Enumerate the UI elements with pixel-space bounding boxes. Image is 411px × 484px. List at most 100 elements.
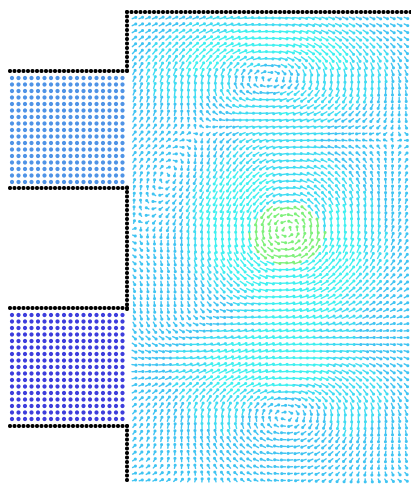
inlet-node <box>101 313 105 317</box>
inlet-node <box>16 147 20 151</box>
vector-head <box>147 62 150 65</box>
inlet-node <box>68 95 72 99</box>
vector-head <box>193 96 196 99</box>
vector-head <box>233 140 236 143</box>
vector-head <box>287 86 290 89</box>
vector-head <box>231 49 234 52</box>
vector-head <box>377 87 380 90</box>
vector-head <box>173 236 176 239</box>
vector-head <box>217 16 220 19</box>
vector-head <box>147 331 150 334</box>
vector-head <box>161 55 164 58</box>
vector-head <box>346 301 349 304</box>
vector-head <box>399 24 402 27</box>
inlet-node <box>94 82 98 86</box>
vector-head <box>243 257 246 260</box>
vector-head <box>351 245 354 248</box>
vector-head <box>366 294 369 297</box>
vector-head <box>246 154 249 157</box>
vector-head <box>391 198 394 201</box>
inlet-node <box>75 332 79 336</box>
inlet-node <box>55 95 59 99</box>
inlet-node <box>114 160 118 164</box>
inlet-node <box>16 404 20 408</box>
vector-head <box>371 218 374 221</box>
inlet-node <box>49 154 53 158</box>
vector-head <box>284 65 287 68</box>
vector-head <box>342 184 345 187</box>
vector-head <box>253 91 256 94</box>
boundary-node <box>89 69 93 73</box>
vector-head <box>158 208 161 211</box>
vector-head <box>406 322 409 325</box>
inlet-node <box>42 82 46 86</box>
vector-head <box>206 118 209 121</box>
vector-head <box>186 223 189 226</box>
vector-head <box>272 112 275 115</box>
vector-head <box>319 301 322 304</box>
vector-head <box>260 216 263 219</box>
boundary-node <box>8 306 12 310</box>
vector-head <box>393 343 396 346</box>
vector-head <box>359 315 362 318</box>
boundary-node <box>35 306 39 310</box>
vector-head <box>155 42 158 45</box>
vector-head <box>188 61 191 64</box>
vector-head <box>213 210 216 213</box>
boundary-node <box>274 10 278 14</box>
vector-head <box>277 72 280 75</box>
vector-head <box>215 75 218 78</box>
inlet-node <box>114 108 118 112</box>
vector-head <box>299 38 302 41</box>
inlet-node <box>94 397 98 401</box>
vector-head <box>393 308 396 311</box>
vector-head <box>168 48 171 51</box>
boundary-node <box>94 69 98 73</box>
boundary-node <box>125 244 129 248</box>
vector-head <box>246 210 249 213</box>
inlet-node <box>23 95 27 99</box>
inlet-node <box>29 95 33 99</box>
inlet-node <box>94 384 98 388</box>
vector-head <box>286 207 289 210</box>
vector-head <box>369 113 372 116</box>
vector-head <box>370 191 373 194</box>
vector-head <box>207 82 210 85</box>
vector-head <box>352 280 355 283</box>
vector-head <box>181 153 184 156</box>
vector-head <box>294 87 297 90</box>
inlet-node <box>55 173 59 177</box>
vector-head <box>385 252 388 255</box>
inlet-node <box>68 358 72 362</box>
boundary-node <box>103 306 107 310</box>
vector-head <box>372 266 375 269</box>
inlet-node <box>29 108 33 112</box>
vector-head <box>187 168 190 171</box>
vector-head <box>271 249 274 252</box>
vector-head <box>226 196 229 199</box>
vector-head <box>321 94 324 97</box>
inlet-node <box>75 180 79 184</box>
vector-head <box>139 192 142 195</box>
vector-head <box>209 317 212 320</box>
vector-head <box>256 70 259 73</box>
inlet-node <box>55 410 59 414</box>
vector-head <box>237 55 240 58</box>
inlet-node <box>62 319 66 323</box>
inlet-node <box>75 141 79 145</box>
inlet-node <box>81 134 85 138</box>
vector-head <box>290 73 293 76</box>
boundary-node <box>296 10 300 14</box>
vector-head <box>379 46 382 49</box>
inlet-node <box>23 180 27 184</box>
vector-head <box>179 181 182 184</box>
vector-head <box>355 139 358 142</box>
vector-head <box>259 154 262 157</box>
vector-head <box>366 322 369 325</box>
boundary-node <box>125 442 129 446</box>
inlet-node <box>42 154 46 158</box>
inlet-node <box>16 358 20 362</box>
vector-head <box>195 277 198 280</box>
inlet-node <box>120 365 124 369</box>
inlet-node <box>10 89 14 93</box>
